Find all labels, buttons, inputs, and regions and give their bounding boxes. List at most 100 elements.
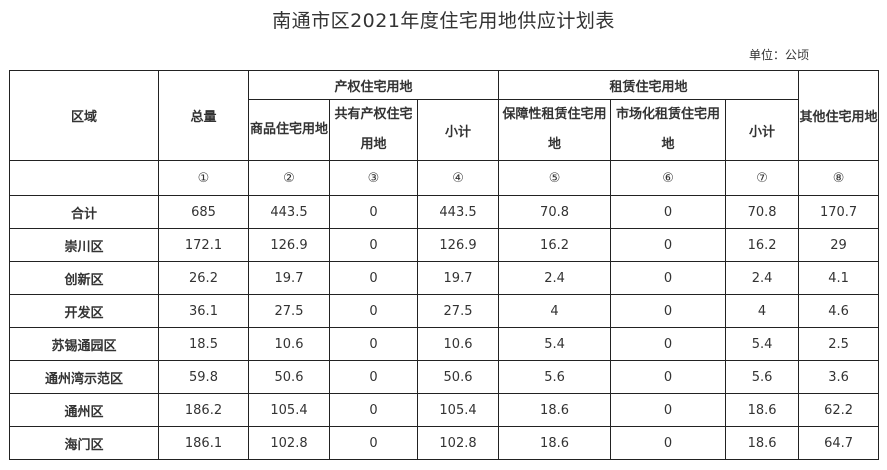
header-affordable-rental: 保障性租赁住宅用地: [498, 99, 612, 161]
header-rental-group: 租赁住宅用地: [498, 70, 800, 100]
header-commercial: 商品住宅用地: [248, 99, 330, 161]
table-cell: 4.1: [798, 261, 880, 295]
header-market-rental: 市场化租赁住宅用地: [610, 99, 727, 161]
col-number-blank: [9, 160, 159, 196]
table-cell: 186.2: [158, 393, 249, 427]
table-cell: 19.7: [416, 261, 500, 295]
col-number: ③: [329, 160, 418, 196]
table-cell: 0: [610, 294, 727, 328]
table-cell: 16.2: [498, 228, 612, 262]
header-rental-subtotal: 小计: [725, 99, 800, 161]
row-region: 海门区: [9, 426, 159, 460]
table-cell: 5.4: [498, 327, 612, 361]
header-shared: 共有产权住宅用地: [329, 99, 418, 161]
table-cell: 0: [329, 426, 418, 460]
table-cell: 70.8: [498, 195, 612, 229]
table-cell: 0: [610, 195, 727, 229]
page-title: 南通市区2021年度住宅用地供应计划表: [272, 10, 615, 32]
table-cell: 50.6: [416, 360, 500, 394]
table-cell: 0: [610, 228, 727, 262]
header-region: 区域: [9, 70, 159, 161]
table-cell: 2.4: [725, 261, 800, 295]
table-row: 创新区 26.2 19.7 0 19.7 2.4 0 2.4 4.1: [9, 261, 880, 295]
table-cell: 10.6: [416, 327, 500, 361]
table-cell: 18.6: [498, 426, 612, 460]
table-cell: 4: [498, 294, 612, 328]
row-region: 合计: [9, 195, 159, 229]
table-cell: 443.5: [416, 195, 500, 229]
row-region: 苏锡通园区: [9, 327, 159, 361]
row-region: 通州湾示范区: [9, 360, 159, 394]
col-number: ①: [158, 160, 249, 196]
table-cell: 59.8: [158, 360, 249, 394]
table-cell: 2.5: [798, 327, 880, 361]
col-number: ④: [416, 160, 500, 196]
table-cell: 5.4: [725, 327, 800, 361]
table-cell: 186.1: [158, 426, 249, 460]
table-cell: 685: [158, 195, 249, 229]
header-other: 其他住宅用地: [798, 70, 880, 161]
table-cell: 126.9: [248, 228, 330, 262]
table-cell: 0: [329, 393, 418, 427]
table-cell: 19.7: [248, 261, 330, 295]
land-supply-table: 区域 总量 产权住宅用地 租赁住宅用地 其他住宅用地 商品住宅用地 共有产权住宅…: [9, 70, 880, 460]
table-cell: 10.6: [248, 327, 330, 361]
table-cell: 0: [329, 360, 418, 394]
table-cell: 0: [610, 327, 727, 361]
table-cell: 50.6: [248, 360, 330, 394]
table-cell: 102.8: [416, 426, 500, 460]
table-cell: 18.6: [725, 426, 800, 460]
table-cell: 105.4: [248, 393, 330, 427]
header-total: 总量: [158, 70, 249, 161]
table-cell: 0: [329, 294, 418, 328]
table-row: 苏锡通园区 18.5 10.6 0 10.6 5.4 0 5.4 2.5: [9, 327, 880, 361]
table-cell: 16.2: [725, 228, 800, 262]
table-cell: 0: [329, 261, 418, 295]
table-cell: 102.8: [248, 426, 330, 460]
table-cell: 64.7: [798, 426, 880, 460]
table-row: 海门区 186.1 102.8 0 102.8 18.6 0 18.6 64.7: [9, 426, 880, 460]
table-cell: 5.6: [725, 360, 800, 394]
table-row: 通州区 186.2 105.4 0 105.4 18.6 0 18.6 62.2: [9, 393, 880, 427]
table-cell: 105.4: [416, 393, 500, 427]
col-number: ⑧: [798, 160, 880, 196]
table-cell: 18.6: [498, 393, 612, 427]
header-property-subtotal: 小计: [416, 99, 500, 161]
table-cell: 3.6: [798, 360, 880, 394]
table-cell: 170.7: [798, 195, 880, 229]
unit-label: 单位：公顷: [748, 48, 809, 62]
table-cell: 0: [329, 228, 418, 262]
table-row: 崇川区 172.1 126.9 0 126.9 16.2 0 16.2 29: [9, 228, 880, 262]
row-region: 崇川区: [9, 228, 159, 262]
table-cell: 0: [610, 360, 727, 394]
table-cell: 70.8: [725, 195, 800, 229]
table-cell: 36.1: [158, 294, 249, 328]
table-cell: 443.5: [248, 195, 330, 229]
row-region: 创新区: [9, 261, 159, 295]
col-number: ⑤: [498, 160, 612, 196]
table-row: 开发区 36.1 27.5 0 27.5 4 0 4 4.6: [9, 294, 880, 328]
table-cell: 26.2: [158, 261, 249, 295]
table-cell: 4.6: [798, 294, 880, 328]
row-region: 通州区: [9, 393, 159, 427]
row-region: 开发区: [9, 294, 159, 328]
table-cell: 18.5: [158, 327, 249, 361]
table-cell: 18.6: [725, 393, 800, 427]
table-row: 通州湾示范区 59.8 50.6 0 50.6 5.6 0 5.6 3.6: [9, 360, 880, 394]
table-cell: 0: [610, 261, 727, 295]
table-cell: 62.2: [798, 393, 880, 427]
table-cell: 5.6: [498, 360, 612, 394]
table-cell: 4: [725, 294, 800, 328]
col-number: ②: [248, 160, 330, 196]
table-cell: 0: [329, 195, 418, 229]
table-cell: 0: [610, 393, 727, 427]
table-cell: 27.5: [248, 294, 330, 328]
table-cell: 0: [610, 426, 727, 460]
table-cell: 0: [329, 327, 418, 361]
table-cell: 27.5: [416, 294, 500, 328]
table-cell: 29: [798, 228, 880, 262]
table-row: 合计 685 443.5 0 443.5 70.8 0 70.8 170.7: [9, 195, 880, 229]
table-cell: 2.4: [498, 261, 612, 295]
col-number: ⑦: [725, 160, 800, 196]
table-cell: 172.1: [158, 228, 249, 262]
